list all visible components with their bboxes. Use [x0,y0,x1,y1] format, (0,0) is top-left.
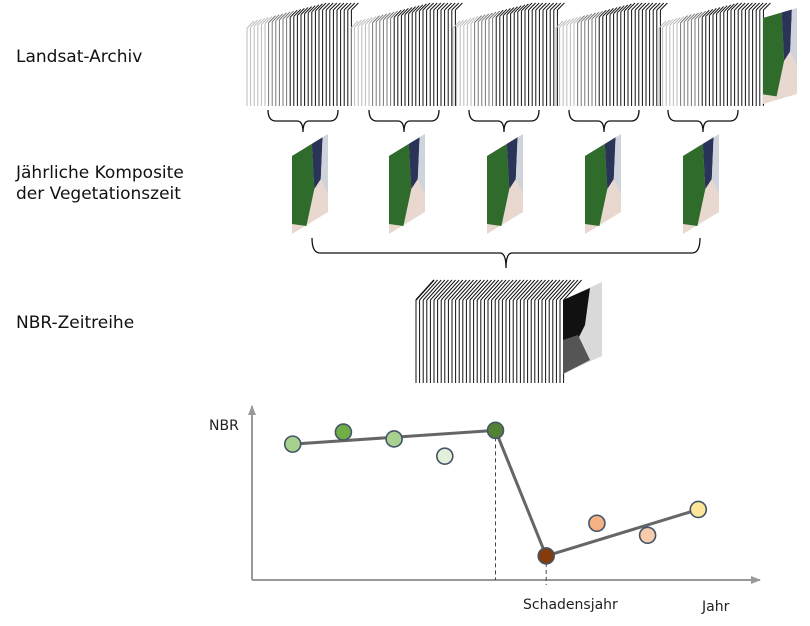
annual-composites [292,134,719,234]
archive-stack [350,2,463,106]
data-point [334,423,353,441]
nbr-series-label: NBR-Zeitreihe [16,313,135,333]
data-point [486,421,505,440]
data-points [283,421,708,565]
archive-stack [658,2,771,106]
composite-brace-path [311,237,701,269]
landsat-archive-stacks [246,2,797,106]
nbr-grayscale-image [563,282,602,374]
composites-label-line1: Jährliche Komposite [16,163,184,183]
archive-stack [555,2,668,106]
annual-composite-image [487,134,523,234]
archive-brace [368,109,440,133]
data-point [588,514,606,533]
x-axis-label: Jahr [701,599,730,615]
guide-lines [495,430,547,585]
annual-composite-image [585,134,621,234]
event-label: Schadensjahr [523,597,618,613]
data-point [689,500,708,519]
annual-composite-image [292,134,328,234]
nbr-plot: NBR Jahr Schadensjahr [209,405,761,615]
y-axis-label: NBR [209,418,239,434]
annual-composite-image [389,134,425,234]
archive-brace [568,109,640,133]
archive-brace [267,109,339,133]
data-point [283,435,302,453]
data-point [385,430,403,448]
archive-scene-thumbnail [763,8,797,104]
data-point [435,447,454,465]
trend-segment [545,508,699,558]
archive-stack [246,2,359,106]
archive-stack [452,2,565,106]
data-point [537,547,556,565]
nbr-time-series-stack [415,279,602,383]
composites-label-line2: der Vegetationszeit [16,184,181,204]
data-point [638,526,657,545]
archive-brace [667,109,739,133]
archive-label: Landsat-Archiv [16,47,143,67]
annual-composite-image [683,134,719,234]
composite-brace [311,237,701,269]
archive-brace [468,109,540,133]
archive-braces [267,109,739,133]
trend-segment [494,429,548,557]
